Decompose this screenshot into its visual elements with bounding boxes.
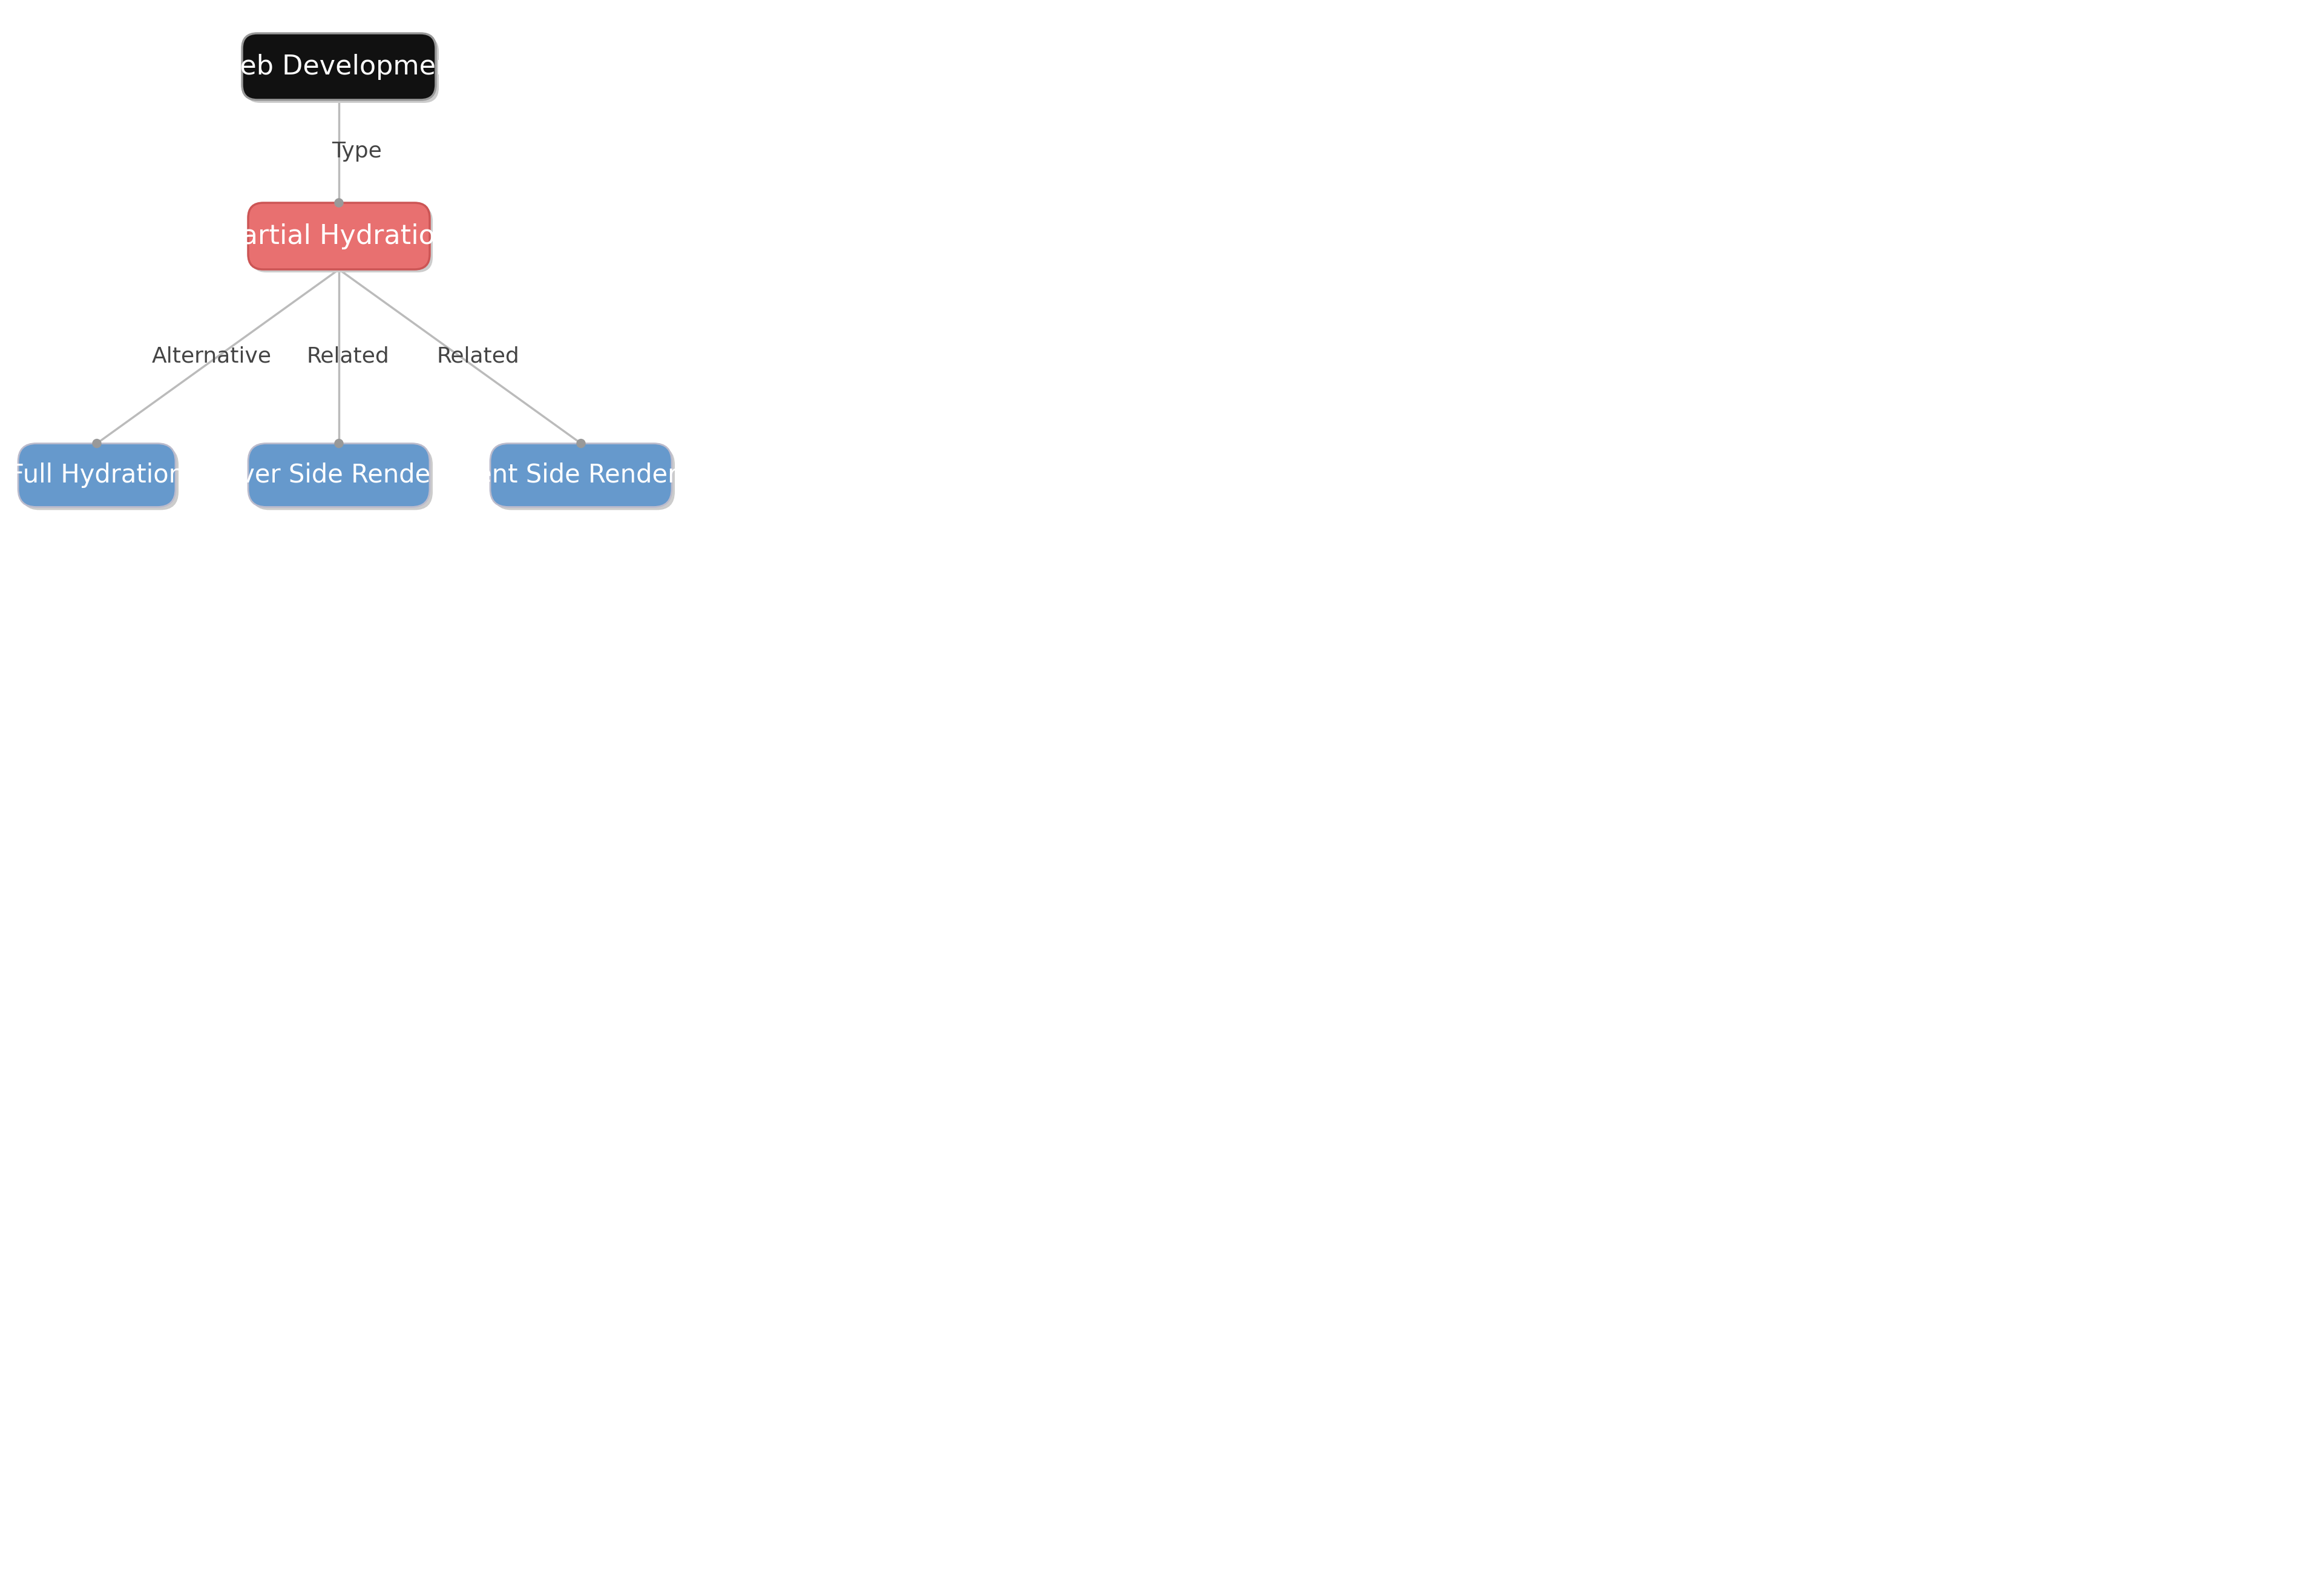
FancyBboxPatch shape	[251, 207, 432, 273]
Circle shape	[335, 199, 344, 207]
FancyBboxPatch shape	[249, 443, 430, 506]
Circle shape	[576, 440, 586, 448]
Text: Web Development: Web Development	[214, 54, 462, 79]
FancyBboxPatch shape	[244, 36, 439, 103]
FancyBboxPatch shape	[251, 446, 432, 509]
Text: Related: Related	[437, 345, 521, 367]
Text: Type: Type	[332, 140, 381, 161]
Text: Server Side Rendering: Server Side Rendering	[198, 462, 479, 487]
FancyBboxPatch shape	[493, 446, 674, 509]
Circle shape	[335, 440, 344, 448]
FancyBboxPatch shape	[21, 446, 179, 509]
Text: Client Side Rendering: Client Side Rendering	[444, 462, 718, 487]
Text: Alternative: Alternative	[151, 345, 272, 367]
FancyBboxPatch shape	[19, 443, 177, 506]
Text: Related: Related	[307, 345, 390, 367]
Text: Full Hydration: Full Hydration	[9, 462, 184, 487]
Text: Partial Hydration: Partial Hydration	[225, 222, 451, 249]
FancyBboxPatch shape	[242, 33, 437, 99]
FancyBboxPatch shape	[249, 203, 430, 270]
FancyBboxPatch shape	[490, 443, 672, 506]
Circle shape	[93, 440, 100, 448]
